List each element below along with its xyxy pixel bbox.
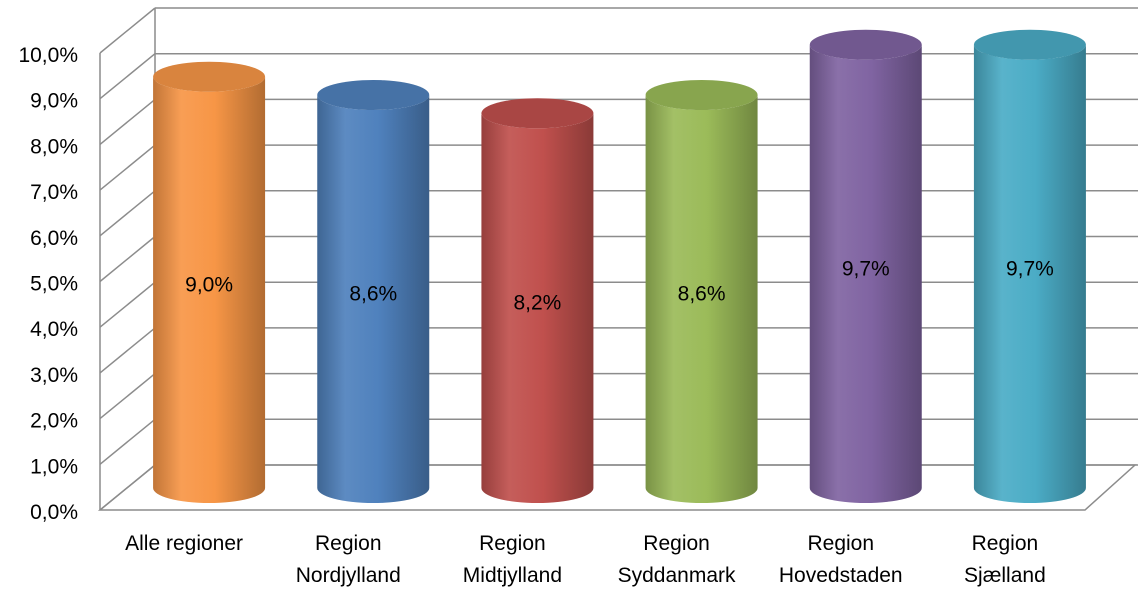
side-wall-line xyxy=(99,144,156,191)
side-wall-line xyxy=(99,235,156,283)
side-wall-line xyxy=(99,327,156,374)
data-label: 9,7% xyxy=(842,257,890,280)
y-tick-label: 1,0% xyxy=(30,455,78,478)
bar-body xyxy=(317,94,430,504)
y-tick-label: 3,0% xyxy=(30,364,78,387)
data-label: 8,6% xyxy=(349,282,397,305)
x-tick-label: Nordjylland xyxy=(296,564,401,587)
bar-top xyxy=(645,79,758,110)
bar xyxy=(153,61,266,503)
data-label: 9,7% xyxy=(1006,257,1054,280)
x-tick-label: Region xyxy=(972,532,1039,555)
y-tick-label: 7,0% xyxy=(30,181,78,204)
x-tick-label: Hovedstaden xyxy=(779,564,903,587)
bar xyxy=(481,98,594,503)
y-tick-label: 0,0% xyxy=(30,501,78,524)
side-wall-line xyxy=(99,53,156,100)
y-tick-label: 10,0% xyxy=(18,44,78,67)
y-tick-label: 6,0% xyxy=(30,227,78,250)
y-tick-label: 8,0% xyxy=(30,135,78,158)
bar-body xyxy=(481,113,594,503)
bar xyxy=(317,79,430,504)
data-label: 8,6% xyxy=(678,282,726,305)
x-axis: Alle regioner Region Nordjylland Region Midt… xyxy=(125,532,1046,587)
bars: 9,0% 8,6% 8,2% 8,6% 9,7% 9,7% xyxy=(153,29,1086,504)
x-tick-label: Syddanmark xyxy=(618,564,736,587)
bar-top xyxy=(809,29,922,60)
x-tick-label: Region xyxy=(479,532,546,555)
x-tick-label: Region xyxy=(315,532,382,555)
data-label: 9,0% xyxy=(185,273,233,296)
bar xyxy=(973,29,1086,503)
x-tick-label: Alle regioner xyxy=(125,532,243,555)
side-wall-line xyxy=(99,7,156,54)
y-axis: 0,0% 1,0% 2,0% 3,0% 4,0% 5,0% 6,0% 7,0% 8,0% 9,0%… xyxy=(18,44,78,524)
y-tick-label: 5,0% xyxy=(30,273,78,296)
y-tick-label: 2,0% xyxy=(30,410,78,433)
y-tick-label: 4,0% xyxy=(30,318,78,341)
side-wall-line xyxy=(99,98,156,145)
y-tick-label: 9,0% xyxy=(30,90,78,113)
data-label: 8,2% xyxy=(513,292,561,315)
bar xyxy=(809,29,922,504)
bar-top xyxy=(481,98,594,129)
side-wall-line xyxy=(99,373,156,420)
side-wall-line xyxy=(99,281,156,328)
bar-body xyxy=(153,76,266,503)
bar xyxy=(645,79,758,504)
x-tick-label: Region xyxy=(643,532,710,555)
x-tick-label: Region xyxy=(807,532,874,555)
bar-body xyxy=(809,44,922,504)
x-tick-label: Midtjylland xyxy=(463,564,562,587)
bar-top xyxy=(153,61,266,92)
side-wall-line xyxy=(99,190,156,237)
x-tick-label: Sjælland xyxy=(964,564,1046,587)
bar-body xyxy=(973,44,1086,503)
bar-top xyxy=(317,79,430,110)
side-wall-line xyxy=(99,464,156,511)
side-wall-line xyxy=(99,418,156,465)
bar-top xyxy=(973,29,1086,60)
bar-body xyxy=(645,94,758,504)
